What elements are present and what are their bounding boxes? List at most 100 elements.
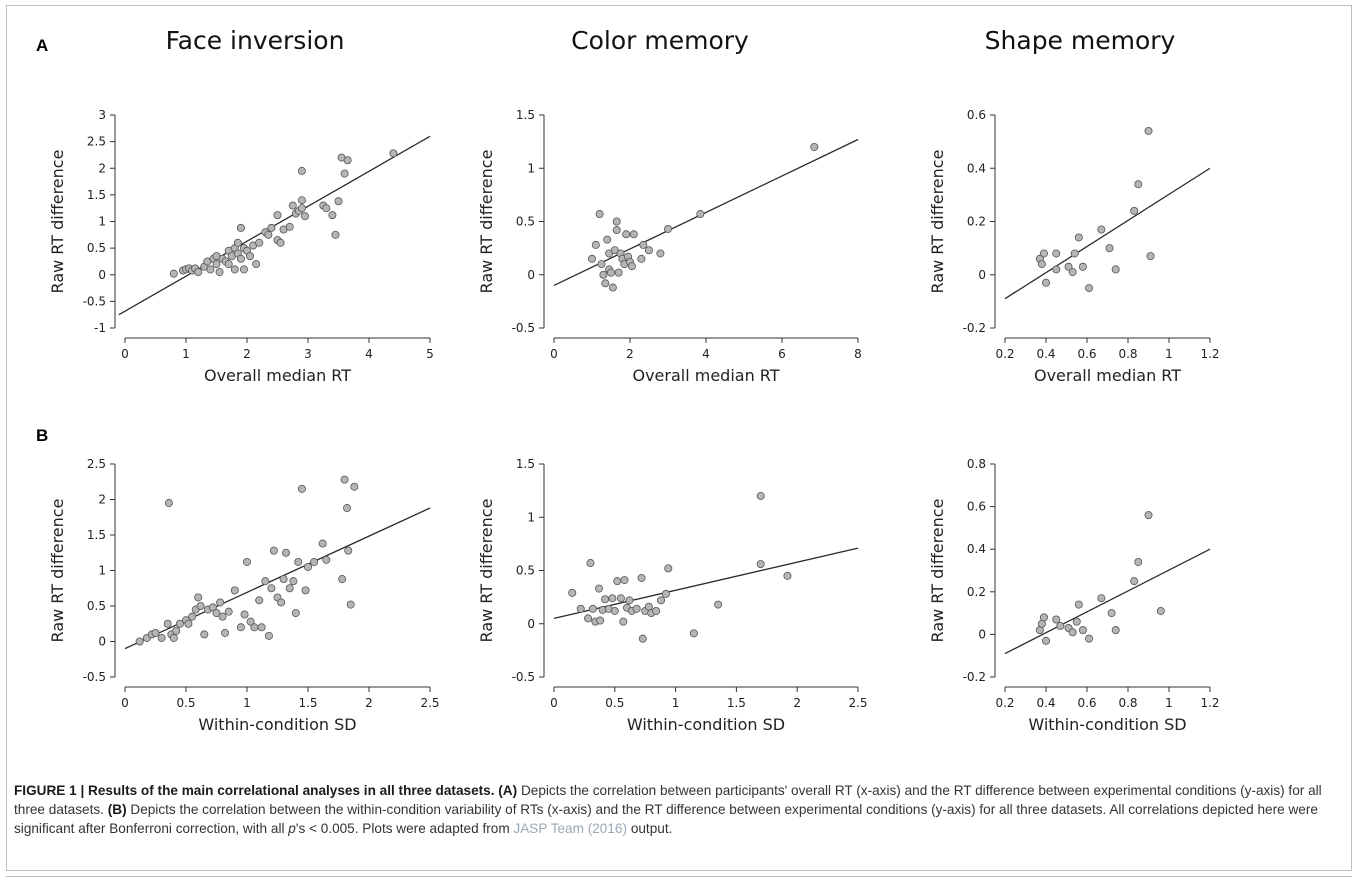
- x-tick-label-b2-3: 1.5: [727, 696, 746, 710]
- data-point-b2-21: [637, 573, 646, 582]
- data-point-a2-14: [614, 268, 623, 277]
- data-point-a1-39: [285, 222, 294, 231]
- data-point-b1-45: [297, 484, 306, 493]
- data-point-b3-9: [1074, 600, 1083, 609]
- x-axis-title-b1: Within-condition SD: [198, 715, 356, 734]
- x-axis-title-a2: Overall median RT: [632, 366, 779, 385]
- data-point-b3-13: [1107, 609, 1116, 618]
- panel-label-a: A: [36, 36, 49, 55]
- data-point-b2-15: [619, 617, 628, 626]
- data-point-a1-53: [340, 169, 349, 178]
- data-point-b2-13: [613, 577, 622, 586]
- data-point-a2-0: [588, 254, 597, 263]
- plot-b3: -0.2 0 0.2 0.4 0.6 0.8 0.2 0.4 0.6 0.8 1 1.2 Within-…: [928, 457, 1220, 734]
- caption-reference-link[interactable]: JASP Team (2016): [513, 821, 628, 836]
- y-tick-label-a1-0: -1: [94, 321, 106, 335]
- data-point-a1-20: [230, 265, 239, 274]
- y-tick-label-a1-3: 0.5: [87, 241, 106, 255]
- y-tick-label-a2-3: 1: [527, 161, 535, 175]
- data-point-b3-15: [1130, 577, 1139, 586]
- data-point-b2-30: [689, 629, 698, 638]
- y-tick-label-b1-5: 2: [98, 493, 106, 507]
- data-point-a3-14: [1111, 265, 1120, 274]
- data-point-a2-6: [603, 235, 612, 244]
- caption-a-text: Depicts the correlation between particip…: [14, 783, 1322, 817]
- data-point-a1-33: [264, 230, 273, 239]
- data-point-b2-12: [610, 606, 619, 615]
- data-point-b1-53: [343, 504, 352, 513]
- x-tick-label-a1-2: 2: [243, 347, 251, 361]
- y-axis-title-a3: Raw RT difference: [928, 150, 947, 294]
- x-tick-label-b1-1: 0.5: [176, 696, 195, 710]
- x-tick-label-b2-1: 0.5: [605, 696, 624, 710]
- data-point-a2-9: [607, 268, 616, 277]
- data-point-a1-11: [212, 260, 221, 269]
- x-tick-label-a3-1: 0.4: [1036, 347, 1055, 361]
- data-point-b1-38: [277, 598, 286, 607]
- x-tick-label-b2-4: 2: [793, 696, 801, 710]
- data-point-a3-3: [1042, 278, 1051, 287]
- data-point-b1-41: [285, 584, 294, 593]
- x-axis-title-b2: Within-condition SD: [627, 715, 785, 734]
- data-point-b3-16: [1134, 557, 1143, 566]
- x-tick-label-b3-0: 0.2: [995, 696, 1014, 710]
- data-point-a2-26: [656, 249, 665, 258]
- data-point-b1-44: [294, 557, 303, 566]
- data-point-a1-21: [233, 238, 242, 247]
- regression-line-a2: [553, 138, 859, 286]
- data-point-b1-4: [157, 633, 166, 642]
- y-tick-label-b1-2: 0.5: [87, 599, 106, 613]
- caption-a-tag: (A): [498, 783, 518, 798]
- x-tick-label-b2-5: 2.5: [848, 696, 867, 710]
- data-point-b1-39: [279, 575, 288, 584]
- x-tick-label-b3-5: 1.2: [1200, 696, 1219, 710]
- plot-b2: -0.5 0 0.5 1 1.5 0 0.5 1 1.5 2 2.5 Within-condition…: [477, 457, 868, 734]
- data-point-b3-10: [1078, 626, 1087, 635]
- y-tick-label-a1-6: 2: [98, 161, 106, 175]
- data-point-b1-24: [224, 607, 233, 616]
- data-point-b1-31: [255, 596, 264, 605]
- data-point-a1-51: [334, 197, 343, 206]
- y-axis-title-a1: Raw RT difference: [48, 150, 67, 294]
- data-point-b3-2: [1039, 613, 1048, 622]
- caption-p-symbol: p: [288, 821, 296, 836]
- data-point-a1-36: [273, 211, 282, 220]
- data-point-b3-8: [1072, 617, 1081, 626]
- data-point-b2-11: [608, 594, 617, 603]
- y-tick-label-a1-8: 3: [98, 108, 106, 122]
- data-point-b1-26: [236, 623, 245, 632]
- y-axis-title-b1: Raw RT difference: [48, 499, 67, 643]
- x-tick-label-b2-2: 1: [672, 696, 680, 710]
- data-point-b2-28: [661, 589, 670, 598]
- data-point-a3-15: [1130, 206, 1139, 215]
- data-point-b1-50: [322, 555, 331, 564]
- data-point-a3-11: [1085, 284, 1094, 293]
- data-point-b1-42: [289, 577, 298, 586]
- data-point-a1-24: [236, 223, 245, 232]
- plot-a1: -1 -0.5 0 0.5 1 1.5 2 2.5 3 0 1 2 3 4 5 Overall median …: [48, 108, 434, 385]
- data-point-a2-4: [599, 270, 608, 279]
- data-point-a2-29: [810, 142, 819, 151]
- data-point-a1-48: [322, 204, 331, 213]
- y-tick-label-a2-4: 1.5: [516, 108, 535, 122]
- data-point-b1-54: [344, 546, 353, 555]
- data-point-b1-47: [303, 562, 312, 571]
- data-point-b2-6: [594, 584, 603, 593]
- data-point-b3-7: [1068, 628, 1077, 637]
- data-point-b3-4: [1052, 615, 1061, 624]
- data-point-a3-8: [1070, 249, 1079, 258]
- data-point-b1-6: [164, 499, 173, 508]
- y-axis-title-b3: Raw RT difference: [928, 499, 947, 643]
- y-tick-label-a3-4: 0.6: [967, 108, 986, 122]
- data-point-a1-31: [255, 238, 264, 247]
- y-tick-label-b1-6: 2.5: [87, 457, 106, 471]
- data-point-a3-5: [1052, 265, 1061, 274]
- data-point-a2-18: [622, 230, 631, 239]
- y-tick-label-a1-2: 0: [98, 268, 106, 282]
- data-point-b1-19: [208, 603, 217, 612]
- data-point-a2-28: [696, 210, 705, 219]
- figure-caption: FIGURE 1 | Results of the main correlati…: [14, 781, 1344, 838]
- data-point-a2-12: [612, 217, 621, 226]
- data-point-b1-33: [261, 577, 270, 586]
- data-point-b1-0: [135, 637, 144, 646]
